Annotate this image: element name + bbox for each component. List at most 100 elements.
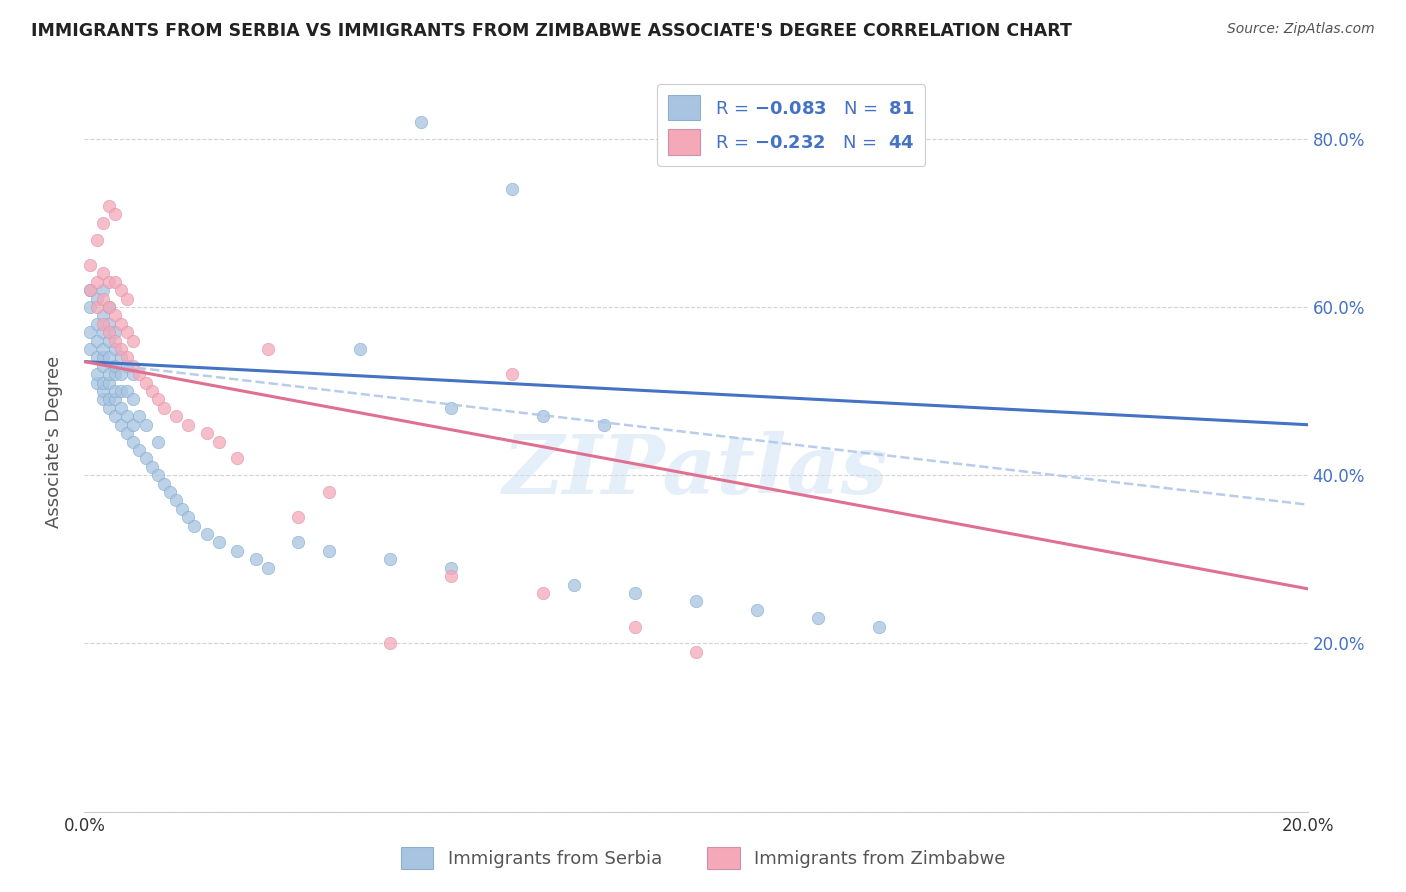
Point <box>91 325 114 339</box>
Point <box>747 603 769 617</box>
Point <box>318 544 340 558</box>
Text: IMMIGRANTS FROM SERBIA VS IMMIGRANTS FROM ZIMBABWE ASSOCIATE'S DEGREE CORRELATIO: IMMIGRANTS FROM SERBIA VS IMMIGRANTS FRO… <box>31 22 1071 40</box>
Point <box>122 417 145 432</box>
Point <box>86 334 108 348</box>
Point <box>165 409 187 424</box>
Point <box>110 368 132 382</box>
Point <box>153 476 176 491</box>
Point <box>97 351 120 365</box>
Point <box>91 359 114 373</box>
Point <box>79 342 101 356</box>
Point <box>409 115 432 129</box>
Point <box>624 586 647 600</box>
Point <box>624 619 647 633</box>
Point <box>128 442 150 457</box>
Point <box>79 283 101 297</box>
Point <box>122 434 145 449</box>
Point <box>869 619 891 633</box>
Text: Source: ZipAtlas.com: Source: ZipAtlas.com <box>1227 22 1375 37</box>
Point <box>104 325 127 339</box>
Point <box>104 334 127 348</box>
Point <box>165 493 187 508</box>
Point <box>195 426 218 441</box>
Point <box>257 342 280 356</box>
Point <box>122 359 145 373</box>
Point <box>685 594 707 608</box>
Point <box>79 300 101 314</box>
Point <box>91 317 114 331</box>
Point <box>86 300 108 314</box>
Point <box>685 645 707 659</box>
Point <box>91 216 114 230</box>
Point <box>208 434 231 449</box>
Point <box>97 401 120 415</box>
Point <box>91 384 114 398</box>
Point <box>115 325 138 339</box>
Point <box>226 544 249 558</box>
Point <box>104 392 127 407</box>
Point <box>79 258 101 272</box>
Point <box>110 317 132 331</box>
Point <box>440 569 463 583</box>
Point <box>287 510 309 524</box>
Point <box>97 376 120 390</box>
Point <box>146 434 169 449</box>
Point <box>115 409 138 424</box>
Point <box>531 409 554 424</box>
Point <box>159 485 181 500</box>
Point <box>115 384 138 398</box>
Point <box>531 586 554 600</box>
Point <box>86 317 108 331</box>
Legend: Immigrants from Serbia, Immigrants from Zimbabwe: Immigrants from Serbia, Immigrants from … <box>394 839 1012 876</box>
Point <box>287 535 309 549</box>
Point <box>502 182 524 196</box>
Point <box>122 334 145 348</box>
Point <box>91 292 114 306</box>
Point <box>349 342 371 356</box>
Point <box>97 368 120 382</box>
Point <box>97 392 120 407</box>
Point <box>97 275 120 289</box>
Point <box>135 417 157 432</box>
Point <box>380 552 402 566</box>
Point <box>177 417 200 432</box>
Point <box>110 283 132 297</box>
Point <box>104 275 127 289</box>
Legend: R = $\mathbf{-0.083}$   N =  $\mathbf{81}$, R = $\mathbf{-0.232}$   N =  $\mathb: R = $\mathbf{-0.083}$ N = $\mathbf{81}$,… <box>657 84 925 166</box>
Point <box>122 392 145 407</box>
Point <box>97 325 120 339</box>
Point <box>104 309 127 323</box>
Y-axis label: Associate's Degree: Associate's Degree <box>45 355 63 528</box>
Point <box>115 292 138 306</box>
Point <box>104 384 127 398</box>
Point <box>380 636 402 650</box>
Point <box>128 368 150 382</box>
Point <box>440 401 463 415</box>
Point <box>91 342 114 356</box>
Point <box>91 376 114 390</box>
Point <box>195 527 218 541</box>
Point <box>97 199 120 213</box>
Point <box>177 510 200 524</box>
Point <box>104 359 127 373</box>
Point <box>172 501 194 516</box>
Point <box>318 485 340 500</box>
Point <box>208 535 231 549</box>
Point <box>97 334 120 348</box>
Point <box>110 342 132 356</box>
Point <box>86 376 108 390</box>
Point <box>115 359 138 373</box>
Text: ZIPatlas: ZIPatlas <box>503 431 889 511</box>
Point <box>122 368 145 382</box>
Point <box>91 392 114 407</box>
Point <box>91 351 114 365</box>
Point <box>226 451 249 466</box>
Point <box>110 401 132 415</box>
Point <box>110 351 132 365</box>
Point <box>183 518 205 533</box>
Point <box>104 207 127 221</box>
Point <box>86 368 108 382</box>
Point <box>97 300 120 314</box>
Point <box>128 409 150 424</box>
Point <box>593 417 616 432</box>
